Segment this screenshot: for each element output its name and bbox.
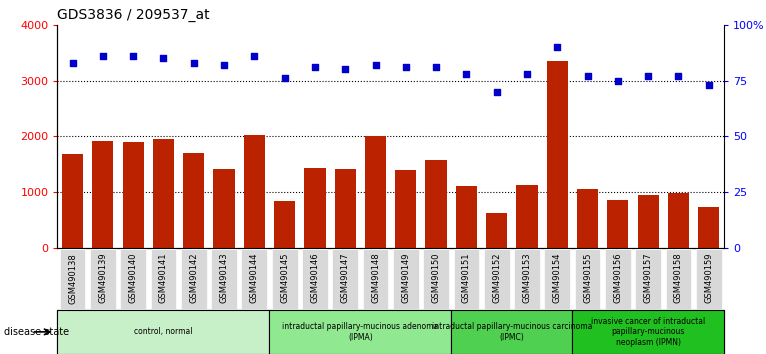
Bar (92, 141, 113, 248)
FancyBboxPatch shape (181, 249, 207, 308)
FancyBboxPatch shape (635, 249, 661, 308)
Point (581, 73, 594, 79)
FancyBboxPatch shape (424, 249, 449, 308)
Point (188, 60, 200, 65)
Text: GSM490154: GSM490154 (553, 253, 561, 303)
Text: control, normal: control, normal (134, 327, 193, 336)
Bar (304, 167, 326, 248)
Text: GSM490146: GSM490146 (310, 253, 319, 303)
FancyBboxPatch shape (545, 249, 570, 308)
Point (279, 75, 291, 81)
Bar (456, 187, 477, 248)
Bar (365, 136, 386, 248)
FancyBboxPatch shape (241, 249, 267, 308)
Text: GSM490142: GSM490142 (189, 253, 198, 303)
FancyBboxPatch shape (332, 249, 358, 308)
FancyBboxPatch shape (393, 249, 419, 308)
Bar (214, 169, 234, 248)
Bar (123, 142, 144, 248)
Bar (62, 154, 83, 248)
FancyBboxPatch shape (572, 310, 724, 354)
Point (702, 82, 715, 88)
Bar (668, 193, 689, 248)
Bar (274, 201, 295, 248)
Bar (698, 207, 719, 248)
FancyBboxPatch shape (451, 310, 572, 354)
FancyBboxPatch shape (605, 249, 630, 308)
FancyBboxPatch shape (60, 249, 86, 308)
Point (642, 73, 654, 79)
Bar (395, 170, 417, 248)
Text: GSM490144: GSM490144 (250, 253, 259, 303)
Point (673, 73, 685, 79)
Text: GSM490150: GSM490150 (431, 253, 440, 303)
FancyBboxPatch shape (696, 249, 722, 308)
Text: GSM490156: GSM490156 (614, 253, 622, 303)
Text: invasive cancer of intraductal
papillary-mucinous
neoplasm (IPMN): invasive cancer of intraductal papillary… (591, 317, 705, 347)
Text: GDS3836 / 209537_at: GDS3836 / 209537_at (57, 8, 210, 22)
FancyBboxPatch shape (453, 249, 480, 308)
FancyBboxPatch shape (302, 249, 328, 308)
FancyBboxPatch shape (666, 249, 691, 308)
Text: GSM490159: GSM490159 (704, 253, 713, 303)
FancyBboxPatch shape (272, 249, 297, 308)
Bar (153, 139, 174, 248)
Text: GSM490158: GSM490158 (674, 253, 683, 303)
Point (309, 64, 321, 70)
Bar (577, 189, 598, 248)
Point (127, 53, 139, 59)
Point (248, 53, 260, 59)
Bar (516, 185, 538, 248)
FancyBboxPatch shape (514, 249, 540, 308)
Bar (607, 200, 628, 248)
Bar (244, 135, 265, 248)
Point (552, 44, 564, 50)
FancyBboxPatch shape (270, 310, 451, 354)
Text: GSM490139: GSM490139 (98, 253, 107, 303)
FancyBboxPatch shape (57, 310, 270, 354)
Text: intraductal papillary-mucinous adenoma
(IPMA): intraductal papillary-mucinous adenoma (… (282, 322, 438, 342)
Text: GSM490153: GSM490153 (522, 253, 532, 303)
Point (157, 55, 169, 61)
Point (521, 71, 533, 77)
Bar (425, 160, 447, 248)
Bar (547, 61, 568, 248)
Text: GSM490152: GSM490152 (493, 253, 501, 303)
Point (369, 62, 381, 68)
Point (67, 60, 79, 65)
FancyBboxPatch shape (484, 249, 509, 308)
Text: disease state: disease state (4, 327, 69, 337)
FancyBboxPatch shape (574, 249, 601, 308)
FancyBboxPatch shape (362, 249, 388, 308)
FancyBboxPatch shape (211, 249, 237, 308)
Text: GSM490145: GSM490145 (280, 253, 289, 303)
Text: GSM490138: GSM490138 (68, 253, 77, 303)
Text: GSM490143: GSM490143 (220, 253, 228, 303)
Bar (637, 195, 659, 248)
Point (218, 62, 230, 68)
Bar (335, 169, 356, 248)
Bar (183, 153, 205, 248)
Text: GSM490149: GSM490149 (401, 253, 411, 303)
Point (400, 64, 412, 70)
Text: GSM490147: GSM490147 (341, 253, 350, 303)
Point (612, 78, 624, 83)
Point (460, 71, 473, 77)
Point (97, 53, 109, 59)
Text: GSM490157: GSM490157 (643, 253, 653, 303)
Text: GSM490141: GSM490141 (159, 253, 168, 303)
FancyBboxPatch shape (120, 249, 146, 308)
Text: GSM490155: GSM490155 (583, 253, 592, 303)
Point (490, 89, 502, 95)
Bar (486, 213, 507, 248)
Point (430, 64, 442, 70)
Point (339, 67, 352, 72)
FancyBboxPatch shape (151, 249, 176, 308)
FancyBboxPatch shape (57, 310, 724, 354)
Text: GSM490148: GSM490148 (371, 253, 380, 303)
FancyBboxPatch shape (90, 249, 116, 308)
Text: GSM490140: GSM490140 (129, 253, 138, 303)
Text: GSM490151: GSM490151 (462, 253, 471, 303)
Text: intraductal papillary-mucinous carcinoma
(IPMC): intraductal papillary-mucinous carcinoma… (431, 322, 592, 342)
